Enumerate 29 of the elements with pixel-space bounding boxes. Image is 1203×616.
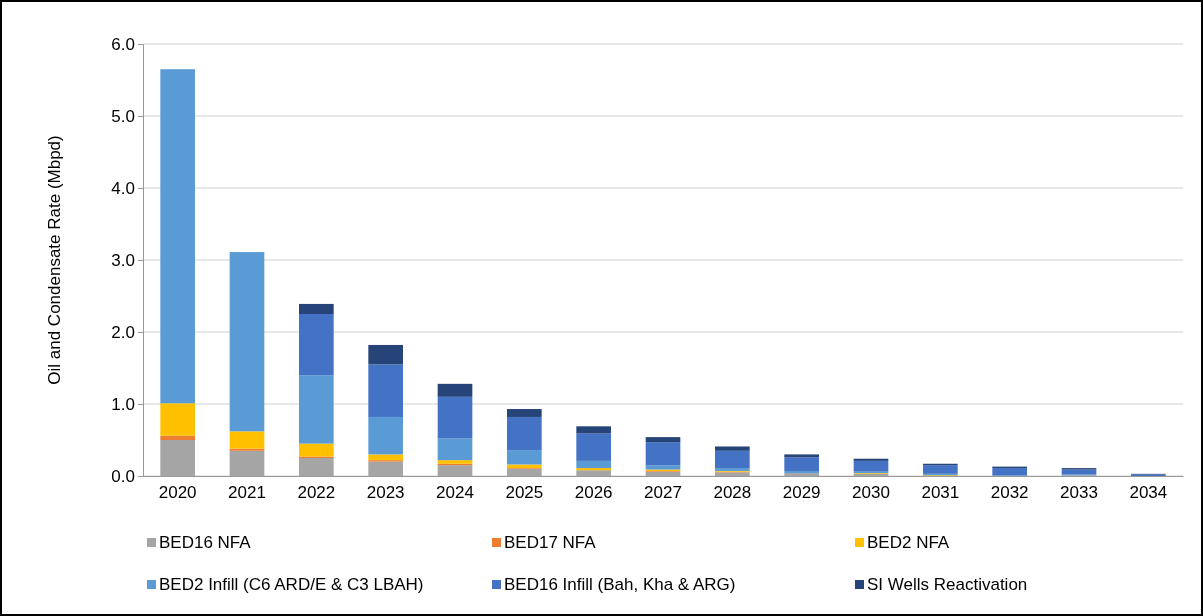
x-tick-label: 2024: [436, 482, 474, 502]
y-tick-label: 4.0: [111, 178, 135, 198]
legend-label: BED17 NFA: [504, 533, 597, 552]
x-tick-label: 2027: [644, 482, 682, 502]
x-tick-label: 2026: [574, 482, 613, 502]
legend-label: BED2 NFA: [867, 533, 950, 552]
x-tick-label: 2029: [782, 482, 821, 502]
x-tick-label: 2032: [990, 482, 1029, 502]
x-tick-label: 2022: [297, 482, 336, 502]
y-tick-label: 3.0: [111, 250, 135, 270]
y-axis-title: Oil and Condensate Rate (Mbpd): [45, 135, 64, 385]
x-tick-label: 2028: [713, 482, 752, 502]
y-tick-label: 6.0: [111, 34, 135, 54]
x-tick-label: 2033: [1060, 482, 1098, 502]
legend-label: BED16 Infill (Bah, Kha & ARG): [504, 575, 736, 594]
x-tick-label: 2020: [158, 482, 197, 502]
y-tick-label: 0.0: [111, 466, 135, 486]
x-tick-label: 2025: [505, 482, 544, 502]
legend-label: BED2 Infill (C6 ARD/E & C3 LBAH): [159, 575, 424, 594]
x-tick-label: 2030: [852, 482, 890, 502]
x-tick-label: 2021: [228, 482, 266, 502]
x-tick-label: 2031: [921, 482, 960, 502]
y-tick-label: 2.0: [111, 322, 135, 342]
x-tick-label: 2034: [1129, 482, 1168, 502]
legend-label: SI Wells Reactivation: [867, 575, 1028, 594]
legend-label: BED16 NFA: [159, 533, 252, 552]
x-tick-label: 2023: [366, 482, 405, 502]
y-tick-label: 5.0: [111, 106, 135, 126]
y-tick-label: 1.0: [111, 394, 135, 414]
